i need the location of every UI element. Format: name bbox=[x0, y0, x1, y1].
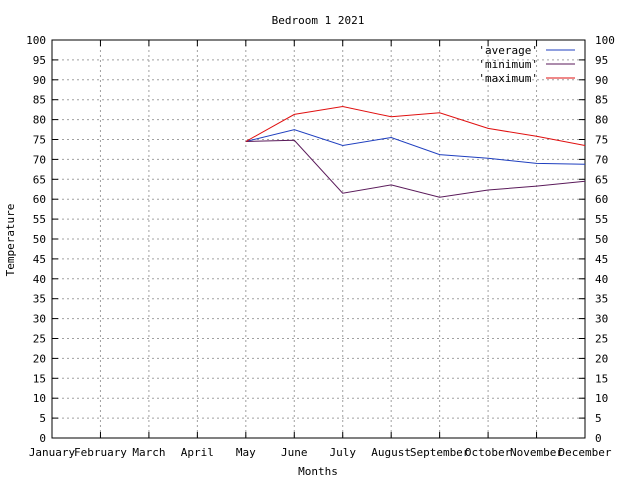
y-tick-label-left: 100 bbox=[26, 34, 46, 47]
x-tick-label: July bbox=[329, 446, 356, 459]
y-tick-label-left: 70 bbox=[33, 153, 46, 166]
y-axis-label: Temperature bbox=[4, 204, 17, 277]
y-tick-label-left: 30 bbox=[33, 313, 46, 326]
x-tick-label: February bbox=[74, 446, 127, 459]
y-tick-label-left: 85 bbox=[33, 94, 46, 107]
y-tick-label-right: 65 bbox=[595, 173, 608, 186]
y-tick-label-right: 90 bbox=[595, 74, 608, 87]
y-tick-label-left: 25 bbox=[33, 333, 46, 346]
y-tick-label-left: 5 bbox=[39, 412, 46, 425]
y-tick-label-left: 55 bbox=[33, 213, 46, 226]
y-tick-label-left: 65 bbox=[33, 173, 46, 186]
legend-label: 'maximum' bbox=[478, 72, 538, 85]
y-tick-label-left: 10 bbox=[33, 392, 46, 405]
y-tick-label-left: 95 bbox=[33, 54, 46, 67]
y-tick-label-right: 20 bbox=[595, 352, 608, 365]
grid bbox=[52, 40, 585, 438]
y-tick-label-right: 80 bbox=[595, 114, 608, 127]
x-tick-label: August bbox=[371, 446, 411, 459]
x-tick-label: November bbox=[510, 446, 563, 459]
legend-label: 'minimum' bbox=[478, 58, 538, 71]
y-tick-label-right: 55 bbox=[595, 213, 608, 226]
y-tick-label-right: 100 bbox=[595, 34, 615, 47]
y-tick-label-left: 60 bbox=[33, 193, 46, 206]
x-tick-label: December bbox=[559, 446, 612, 459]
y-tick-label-right: 15 bbox=[595, 372, 608, 385]
y-tick-label-left: 50 bbox=[33, 233, 46, 246]
y-tick-label-left: 15 bbox=[33, 372, 46, 385]
x-tick-label: October bbox=[465, 446, 512, 459]
y-tick-label-right: 95 bbox=[595, 54, 608, 67]
x-tick-label: June bbox=[281, 446, 308, 459]
y-tick-label-right: 85 bbox=[595, 94, 608, 107]
y-tick-label-left: 0 bbox=[39, 432, 46, 445]
y-tick-label-right: 5 bbox=[595, 412, 602, 425]
series-line-1 bbox=[245, 139, 586, 198]
y-tick-label-right: 45 bbox=[595, 253, 608, 266]
legend: 'average''minimum''maximum' bbox=[478, 44, 575, 85]
y-tick-label-left: 40 bbox=[33, 273, 46, 286]
y-tick-label-right: 25 bbox=[595, 333, 608, 346]
chart-title: Bedroom 1 2021 bbox=[272, 14, 365, 27]
y-tick-label-right: 30 bbox=[595, 313, 608, 326]
y-tick-label-right: 35 bbox=[595, 293, 608, 306]
legend-label: 'average' bbox=[478, 44, 538, 57]
y-tick-label-left: 45 bbox=[33, 253, 46, 266]
y-tick-label-left: 80 bbox=[33, 114, 46, 127]
y-tick-label-left: 35 bbox=[33, 293, 46, 306]
series-line-0 bbox=[245, 129, 586, 165]
y-tick-label-right: 70 bbox=[595, 153, 608, 166]
y-tick-label-right: 75 bbox=[595, 134, 608, 147]
x-axis-label: Months bbox=[298, 465, 338, 478]
x-tick-label: April bbox=[181, 446, 214, 459]
y-tick-label-right: 10 bbox=[595, 392, 608, 405]
x-tick-label: March bbox=[132, 446, 165, 459]
y-tick-label-right: 60 bbox=[595, 193, 608, 206]
y-tick-label-left: 20 bbox=[33, 352, 46, 365]
y-tick-label-left: 75 bbox=[33, 134, 46, 147]
y-tick-label-left: 90 bbox=[33, 74, 46, 87]
series-lines bbox=[245, 105, 586, 198]
plot-frame bbox=[51, 39, 586, 439]
y-tick-label-right: 50 bbox=[595, 233, 608, 246]
x-tick-label: May bbox=[236, 446, 256, 459]
y-tick-label-right: 0 bbox=[595, 432, 602, 445]
y-tick-label-right: 40 bbox=[595, 273, 608, 286]
x-tick-label: September bbox=[410, 446, 470, 459]
x-tick-label: January bbox=[29, 446, 76, 459]
series-line-2 bbox=[245, 105, 586, 146]
